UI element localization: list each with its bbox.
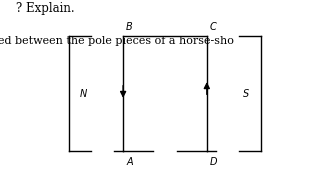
Text: ed between the pole pieces of a horse-sho: ed between the pole pieces of a horse-sh… <box>0 36 233 46</box>
Text: N: N <box>80 89 87 99</box>
Text: D: D <box>210 157 217 167</box>
Text: A: A <box>126 157 133 167</box>
Text: S: S <box>243 89 249 99</box>
Text: C: C <box>210 22 217 32</box>
Text: B: B <box>126 22 133 32</box>
Text: ? Explain.: ? Explain. <box>16 2 75 15</box>
